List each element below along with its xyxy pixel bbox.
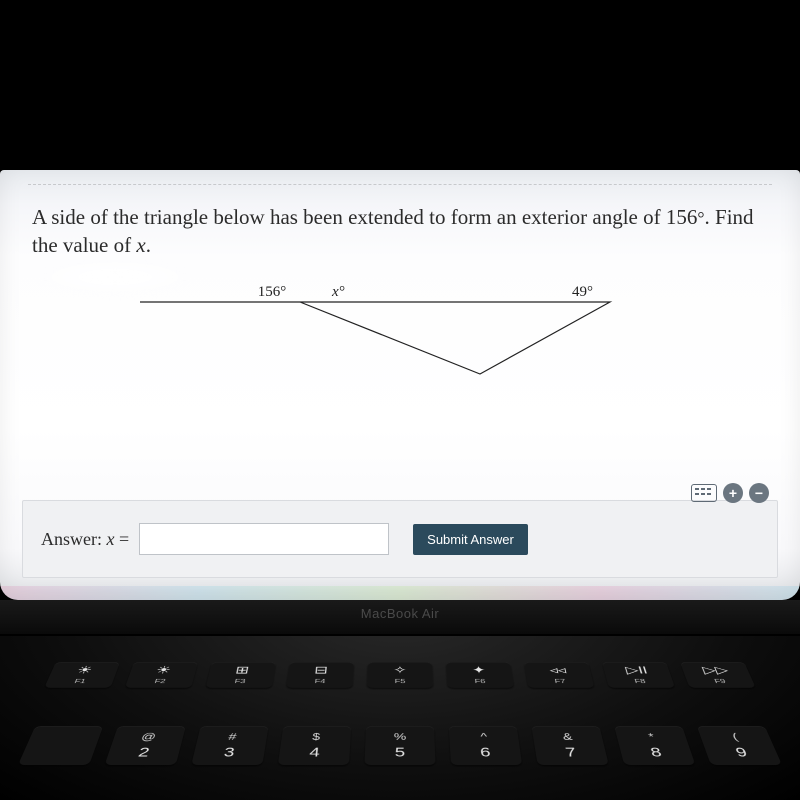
answer-row: Answer: x = Submit Answer [41, 523, 759, 555]
fn-key-5: ✧F5 [367, 662, 433, 688]
num-key-0 [18, 726, 103, 765]
question-pre: A side of the triangle below has been ex… [32, 205, 697, 229]
fn-key-9: ▷▷F9 [680, 662, 756, 688]
question-post: . [146, 233, 151, 257]
fn-row: ☀F1☀F2 ⊞F3 ⊟F4 ✧F5 ✦F6 ◃◃F7 ▷IIF8▷▷F9 [44, 662, 755, 688]
answer-input[interactable] [139, 523, 389, 555]
answer-label-pre: Answer: [41, 529, 107, 549]
label-exterior: 156° [258, 284, 287, 300]
fn-key-8: ▷IIF8 [602, 662, 675, 688]
num-key-2: #3 [191, 726, 268, 765]
quiz-screen: A side of the triangle below has been ex… [0, 170, 800, 600]
num-key-7: *8 [614, 726, 695, 765]
answer-label: Answer: x = [41, 529, 129, 550]
fn-key-7: ◃◃F7 [524, 662, 594, 688]
num-key-4: %5 [364, 726, 435, 765]
question-text: A side of the triangle below has been ex… [32, 203, 768, 260]
num-key-3: $4 [278, 726, 351, 765]
keyboard-icon[interactable] [691, 484, 717, 502]
fn-key-4: ⊟F4 [286, 662, 354, 688]
submit-button[interactable]: Submit Answer [413, 524, 528, 555]
fn-key-6: ✦F6 [446, 662, 514, 688]
fn-key-2: ☀F2 [125, 662, 198, 688]
zoom-in-button[interactable]: + [723, 483, 743, 503]
num-row: @2#3 $4 %5 ^6&7*8(9 [18, 726, 782, 765]
screen-moire [0, 586, 800, 600]
zoom-out-button[interactable]: − [749, 483, 769, 503]
num-key-1: @2 [105, 726, 186, 765]
question-degree: ° [697, 208, 704, 228]
fn-key-1: ☀F1 [44, 662, 120, 688]
triangle [300, 302, 610, 374]
num-key-6: &7 [531, 726, 608, 765]
answer-label-eq: = [115, 529, 130, 549]
label-right: 49° [572, 284, 593, 300]
triangle-figure: 156° x° 49° [120, 278, 680, 388]
num-key-5: ^6 [449, 726, 522, 765]
num-key-8: (9 [697, 726, 782, 765]
label-x: x° [331, 284, 345, 300]
question-var: x [136, 233, 145, 257]
answer-label-var: x [107, 529, 115, 549]
panel-tools: + − [691, 483, 769, 503]
laptop-brand: MacBook Air [361, 606, 439, 621]
laptop-keyboard: ☀F1☀F2 ⊞F3 ⊟F4 ✧F5 ✦F6 ◃◃F7 ▷IIF8▷▷F9 @2#3 $4 %5… [0, 636, 800, 800]
fn-key-3: ⊞F3 [206, 662, 276, 688]
answer-panel: + − Answer: x = Submit Answer [22, 500, 778, 578]
divider [28, 184, 772, 185]
